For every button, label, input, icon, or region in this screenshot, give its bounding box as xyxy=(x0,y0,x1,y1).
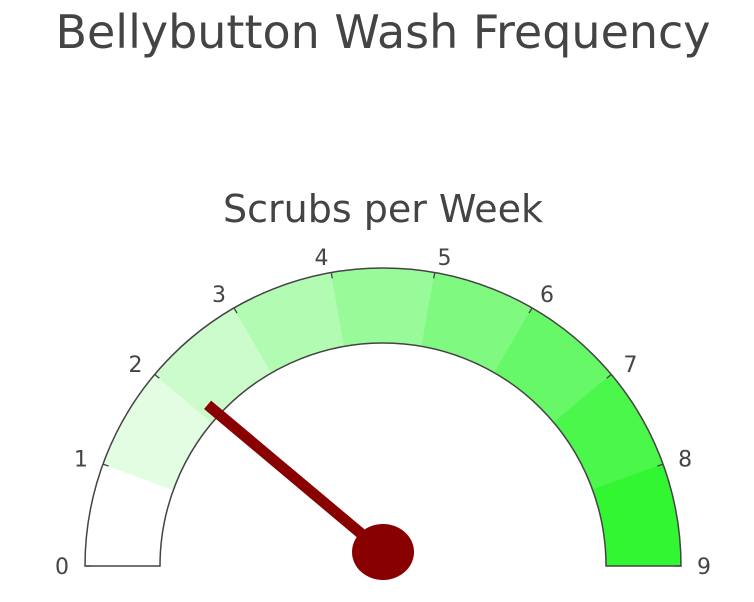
gauge-outline xyxy=(84,267,682,567)
gauge-tick-7 xyxy=(606,373,612,379)
gauge-tick-label-8: 8 xyxy=(678,448,692,473)
gauge-tick-label-5: 5 xyxy=(438,246,452,271)
gauge-tick-label-4: 4 xyxy=(314,246,328,271)
gauge-tick-label-9: 9 xyxy=(697,555,711,580)
gauge-tick-8 xyxy=(657,463,664,467)
gauge-tick-label-3: 3 xyxy=(212,283,226,308)
gauge-tick-label-6: 6 xyxy=(540,283,554,308)
gauge-tick-3 xyxy=(233,307,238,314)
gauge-tick-label-0: 0 xyxy=(55,555,69,580)
gauge-tick-labels: 0 1 2 3 4 5 6 7 8 9 xyxy=(55,246,711,580)
chart-title: Bellybutton Wash Frequency xyxy=(55,5,710,59)
gauge-tick-5 xyxy=(433,272,436,279)
gauge-tick-label-2: 2 xyxy=(128,353,142,378)
gauge-bands xyxy=(84,267,682,567)
gauge-tick-label-7: 7 xyxy=(624,353,638,378)
gauge-tick-label-1: 1 xyxy=(74,448,88,473)
gauge-ticks xyxy=(85,272,681,567)
gauge-band-5 xyxy=(330,267,436,347)
gauge-tick-2 xyxy=(154,373,160,379)
gauge-tick-4 xyxy=(330,272,333,279)
gauge-tick-6 xyxy=(528,307,533,314)
gauge-needle-hub xyxy=(352,524,414,580)
gauge-tick-1 xyxy=(102,463,109,467)
gauge-subtitle: Scrubs per Week xyxy=(223,187,543,231)
gauge-needle xyxy=(204,400,387,557)
